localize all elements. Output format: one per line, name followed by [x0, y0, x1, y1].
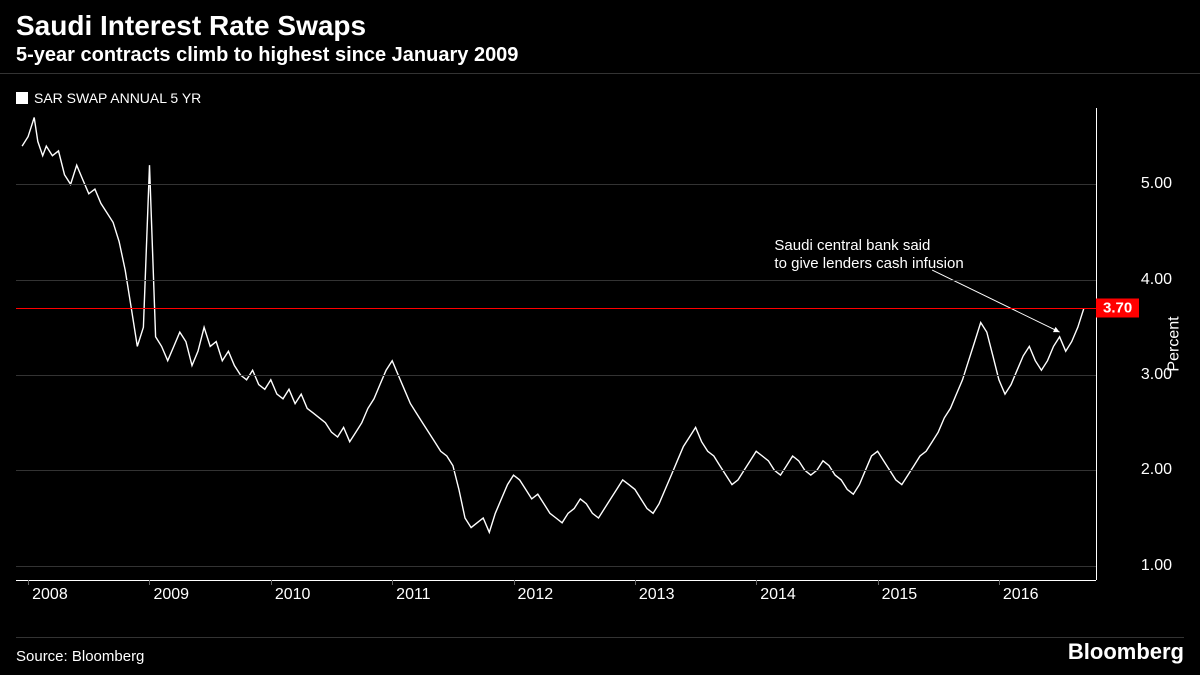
x-tick-label: 2010 — [275, 586, 311, 604]
gridline — [16, 375, 1096, 376]
x-tick-mark — [392, 580, 393, 585]
brand-label: Bloomberg — [1068, 639, 1184, 665]
reference-line — [16, 308, 1096, 309]
x-tick-mark — [514, 580, 515, 585]
chart-header: Saudi Interest Rate Swaps 5-year contrac… — [0, 0, 1200, 74]
chart-subtitle: 5-year contracts climb to highest since … — [16, 44, 1184, 67]
line-chart-svg — [16, 108, 1096, 580]
legend-label: SAR SWAP ANNUAL 5 YR — [34, 90, 201, 106]
legend: SAR SWAP ANNUAL 5 YR — [16, 90, 201, 106]
gridline — [16, 280, 1096, 281]
x-tick-label: 2014 — [760, 586, 796, 604]
y-tick-label: 1.00 — [1141, 557, 1172, 575]
y-tick-label: 3.00 — [1141, 366, 1172, 384]
x-tick-label: 2011 — [396, 586, 430, 604]
y-axis-title: Percent — [1165, 316, 1183, 371]
gridline — [16, 184, 1096, 185]
y-axis-line — [1096, 108, 1097, 580]
x-tick-label: 2012 — [518, 586, 554, 604]
chart-title: Saudi Interest Rate Swaps — [16, 10, 1184, 42]
x-tick-label: 2009 — [153, 586, 189, 604]
x-tick-mark — [28, 580, 29, 585]
x-tick-label: 2016 — [1003, 586, 1039, 604]
x-axis: 2008 2009 2010 2011 2012 2013 2014 2015 2016 — [16, 580, 1096, 613]
x-tick-mark — [635, 580, 636, 585]
y-tick-label: 5.00 — [1141, 175, 1172, 193]
y-tick-label: 4.00 — [1141, 271, 1172, 289]
x-tick-label: 2015 — [882, 586, 918, 604]
x-tick-mark — [271, 580, 272, 585]
x-tick-label: 2013 — [639, 586, 675, 604]
source-label: Source: Bloomberg — [16, 648, 144, 665]
x-tick-mark — [999, 580, 1000, 585]
chart-area: 3.70Saudi central bank saidto give lende… — [16, 108, 1184, 613]
x-tick-label: 2008 — [32, 586, 68, 604]
x-tick-mark — [878, 580, 879, 585]
y-tick-label: 2.00 — [1141, 461, 1172, 479]
x-tick-mark — [756, 580, 757, 585]
x-tick-mark — [149, 580, 150, 585]
footer: Source: Bloomberg Bloomberg — [16, 637, 1184, 665]
plot: 3.70Saudi central bank saidto give lende… — [16, 108, 1096, 580]
gridline — [16, 566, 1096, 567]
annotation-text: Saudi central bank saidto give lenders c… — [774, 237, 963, 275]
legend-swatch — [16, 92, 28, 104]
y-axis: Percent 1.00 2.00 3.00 4.00 5.00 — [1106, 108, 1184, 580]
gridline — [16, 470, 1096, 471]
